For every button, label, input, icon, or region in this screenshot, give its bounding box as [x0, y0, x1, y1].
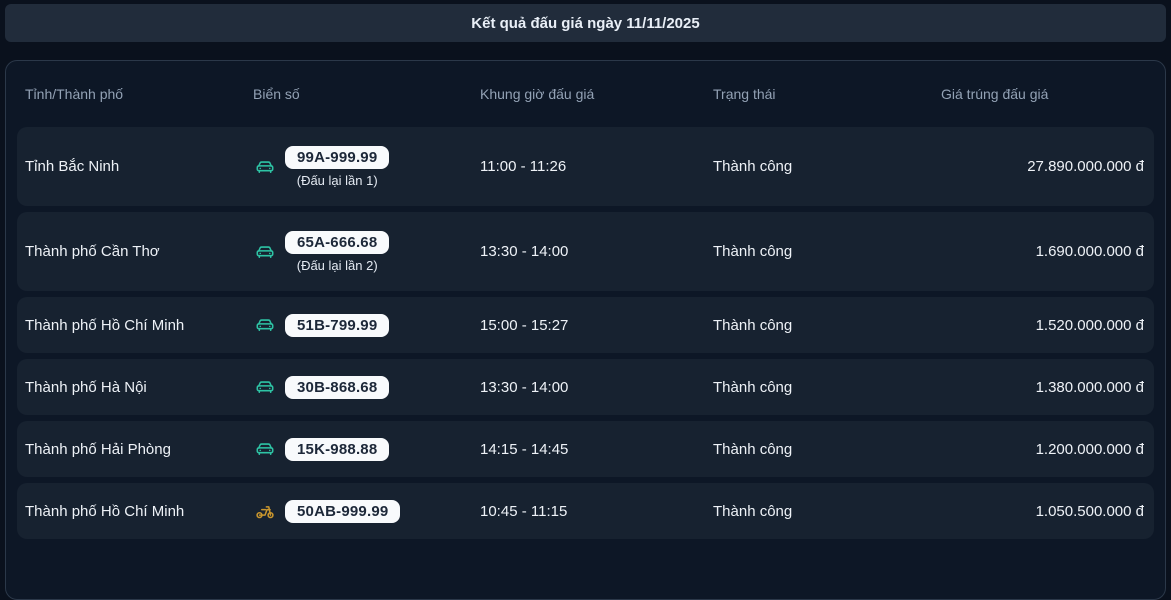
plate-cell: 30B-868.68	[253, 375, 480, 399]
column-header-timeslot: Khung giờ đấu giá	[480, 86, 595, 102]
timeslot-cell: 11:00 - 11:26	[480, 158, 567, 175]
price-cell: 1.200.000.000 đ	[1035, 440, 1144, 458]
status-cell: Thành công	[713, 378, 793, 396]
city-cell: Thành phố Hà Nội	[25, 378, 147, 396]
price-cell: 1.380.000.000 đ	[1035, 378, 1144, 396]
status-cell: Thành công	[713, 440, 793, 458]
plate-note: (Đấu lại lần 1)	[296, 172, 378, 188]
table-header-row: Tỉnh/Thành phố Biển số Khung giờ đấu giá…	[17, 61, 1154, 127]
plate-cell: 50AB-999.99	[253, 499, 480, 523]
table-row[interactable]: Thành phố Hồ Chí Minh 50AB-999.99 10:45 …	[17, 483, 1154, 539]
plate-note: (Đấu lại lần 2)	[296, 257, 378, 273]
timeslot-cell: 15:00 - 15:27	[480, 316, 569, 334]
timeslot-cell: 13:30 - 14:00	[480, 378, 569, 396]
table-row[interactable]: Thành phố Hà Nội 30B-868.68 13:30 - 14:0…	[17, 359, 1154, 415]
page-title: Kết quả đấu giá ngày 11/11/2025	[471, 14, 700, 32]
status-cell: Thành công	[713, 243, 793, 260]
plate-cell: 15K-988.88	[253, 437, 480, 461]
car-icon	[253, 376, 277, 398]
timeslot-cell: 10:45 - 11:15	[480, 502, 568, 520]
plate-cell: 99A-999.99 (Đấu lại lần 1)	[253, 145, 480, 188]
column-header-province: Tỉnh/Thành phố	[25, 86, 124, 102]
plate-badge: 51B-799.99	[285, 313, 390, 337]
car-icon	[253, 438, 277, 460]
price-cell: 1.690.000.000 đ	[1035, 243, 1144, 260]
city-cell: Tỉnh Bắc Ninh	[25, 158, 120, 175]
motorbike-icon	[253, 500, 277, 522]
auction-results-table: Tỉnh/Thành phố Biển số Khung giờ đấu giá…	[5, 60, 1166, 600]
price-cell: 1.520.000.000 đ	[1035, 316, 1144, 334]
price-cell: 1.050.500.000 đ	[1035, 502, 1144, 520]
table-row[interactable]: Thành phố Cần Thơ 65A-666.68 (Đấu lại lầ…	[17, 212, 1154, 291]
city-cell: Thành phố Hồ Chí Minh	[25, 316, 185, 334]
column-header-plate: Biển số	[253, 86, 300, 102]
city-cell: Thành phố Hải Phòng	[25, 440, 171, 458]
plate-badge: 15K-988.88	[285, 437, 390, 461]
page-title-bar: Kết quả đấu giá ngày 11/11/2025	[5, 4, 1166, 42]
city-cell: Thành phố Cần Thơ	[25, 243, 160, 260]
plate-badge: 50AB-999.99	[285, 499, 401, 523]
column-header-status: Trạng thái	[713, 86, 776, 102]
timeslot-cell: 13:30 - 14:00	[480, 243, 569, 260]
city-cell: Thành phố Hồ Chí Minh	[25, 502, 185, 520]
plate-cell: 65A-666.68 (Đấu lại lần 2)	[253, 230, 480, 273]
car-icon	[253, 314, 277, 336]
status-cell: Thành công	[713, 158, 793, 175]
car-icon	[253, 156, 277, 178]
table-row[interactable]: Tỉnh Bắc Ninh 99A-999.99 (Đấu lại lần 1)…	[17, 127, 1154, 206]
plate-badge: 65A-666.68	[285, 230, 390, 254]
plate-badge: 30B-868.68	[285, 375, 390, 399]
table-row[interactable]: Thành phố Hồ Chí Minh 51B-799.99 15:00 -…	[17, 297, 1154, 353]
status-cell: Thành công	[713, 316, 793, 334]
timeslot-cell: 14:15 - 14:45	[480, 440, 569, 458]
car-icon	[253, 241, 277, 263]
price-cell: 27.890.000.000 đ	[1027, 158, 1144, 175]
plate-badge: 99A-999.99	[285, 145, 390, 169]
table-row[interactable]: Thành phố Hải Phòng 15K-988.88 14:15 - 1…	[17, 421, 1154, 477]
plate-cell: 51B-799.99	[253, 313, 480, 337]
status-cell: Thành công	[713, 502, 793, 520]
column-header-price: Giá trúng đấu giá	[941, 86, 1049, 102]
